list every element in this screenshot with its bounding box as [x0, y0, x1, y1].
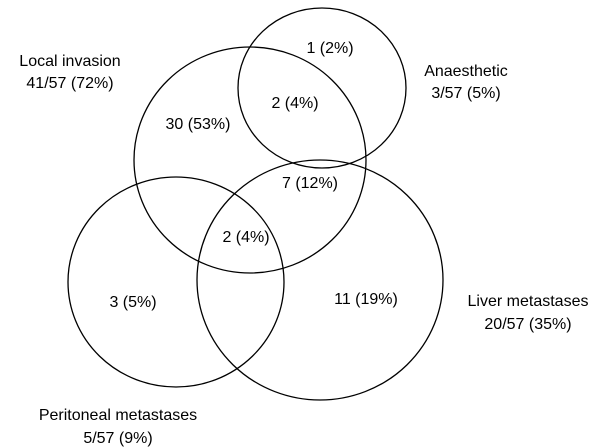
anaesthetic-count: 3/57 (5%): [431, 85, 500, 102]
region-peritoneal-only: 3 (5%): [109, 294, 156, 311]
region-local-only: 30 (53%): [166, 116, 231, 133]
liver-metastases-label: Liver metastases: [468, 293, 589, 310]
region-local-liver: 7 (12%): [282, 175, 338, 192]
anaesthetic-circle: [237, 7, 407, 169]
anaesthetic-label: Anaesthetic: [424, 63, 508, 80]
local-invasion-label: Local invasion: [19, 53, 120, 70]
region-local-liver-peritoneal: 2 (4%): [222, 229, 269, 246]
region-anaesthetic-only: 1 (2%): [306, 40, 353, 57]
liver-metastases-circle: [196, 159, 444, 401]
peritoneal-metastases-circle: [67, 176, 285, 388]
liver-metastases-count: 20/57 (35%): [484, 316, 571, 333]
region-liver-only: 11 (19%): [334, 291, 398, 308]
peritoneal-metastases-count: 5/57 (9%): [83, 430, 152, 447]
region-local-anaesthetic: 2 (4%): [271, 95, 318, 112]
peritoneal-metastases-label: Peritoneal metastases: [39, 407, 197, 424]
local-invasion-count: 41/57 (72%): [26, 75, 113, 92]
